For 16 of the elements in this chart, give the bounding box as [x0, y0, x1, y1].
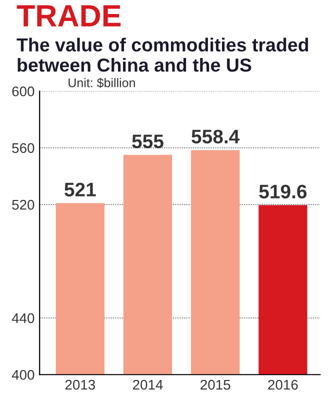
data-label: 555 [132, 134, 164, 148]
y-tick-label: 520 [12, 200, 34, 210]
y-tick-label: 400 [12, 370, 34, 380]
data-label: 558.4 [192, 130, 240, 144]
x-tick-label: 2016 [268, 380, 298, 390]
y-tick-label: 560 [12, 143, 34, 153]
x-tick-label: 2013 [65, 380, 95, 390]
x-tick-label: 2015 [200, 380, 230, 390]
data-label: 519.6 [259, 184, 307, 198]
x-tick-label: 2014 [132, 380, 163, 390]
y-tick-label: 440 [12, 313, 34, 324]
data-label: 521 [64, 182, 96, 196]
chart-subtitle: The value of commodities traded between China and the US [16, 38, 308, 72]
y-tick-label: 600 [12, 86, 34, 96]
text: Unit: $billion [68, 78, 135, 88]
chart-title: TRADE [16, 5, 121, 26]
